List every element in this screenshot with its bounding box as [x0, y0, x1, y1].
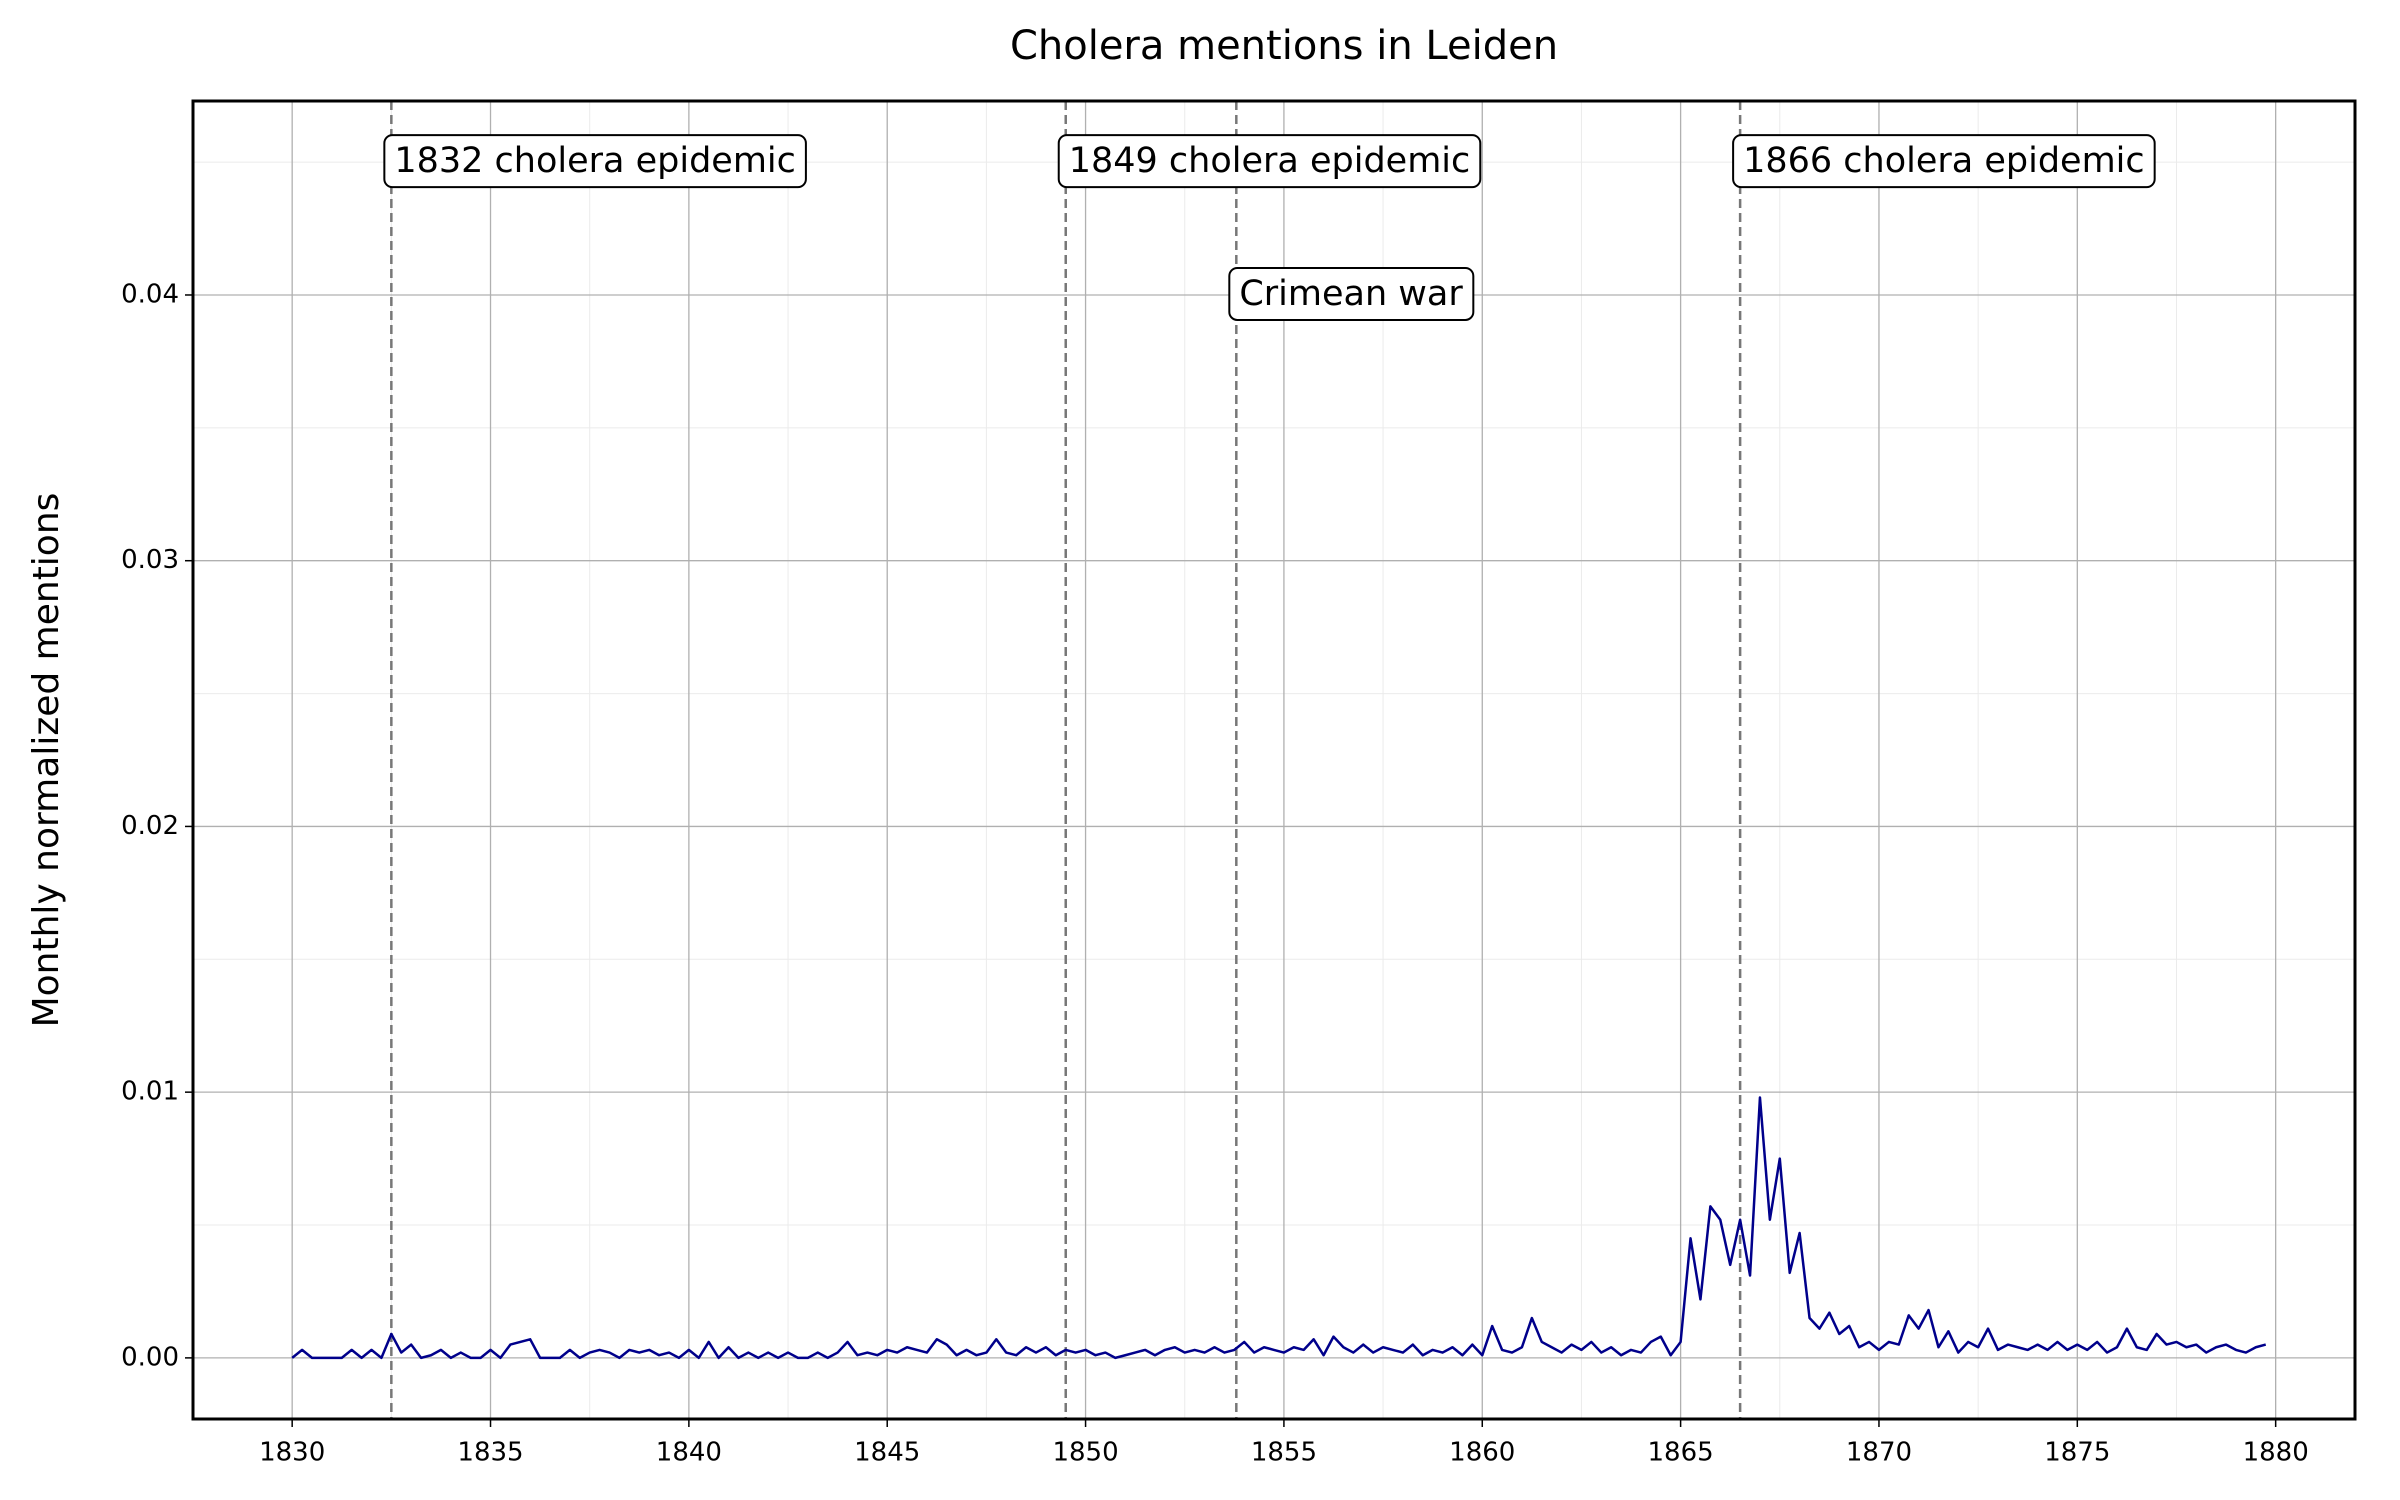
annotation-box — [1732, 134, 2156, 189]
x-tick-label: 1830 — [259, 1438, 325, 1468]
annotation-box — [383, 134, 807, 189]
x-tick-label: 1870 — [1846, 1438, 1912, 1468]
chart-title: Cholera mentions in Leiden — [1010, 23, 1558, 69]
y-tick-label: 0.01 — [121, 1077, 179, 1107]
annotation: 1832 cholera epidemic — [383, 134, 807, 189]
y-axis-label: Monthly normalized mentions — [26, 493, 67, 1028]
y-tick-label: 0.03 — [121, 545, 179, 575]
x-tick-label: 1845 — [854, 1438, 920, 1468]
y-tick-label: 0.00 — [121, 1342, 179, 1372]
x-tick-label: 1840 — [656, 1438, 722, 1468]
plot-frame — [191, 99, 2357, 1421]
x-tick-label: 1850 — [1052, 1438, 1118, 1468]
annotation-text: 1866 cholera epidemic — [1743, 141, 2145, 181]
x-tick-label: 1865 — [1648, 1438, 1714, 1468]
annotation-text: Crimean war — [1239, 274, 1463, 314]
y-tick-label: 0.02 — [121, 811, 179, 841]
annotation: Crimean war — [1228, 266, 1475, 321]
annotation-box — [1057, 134, 1482, 189]
y-tick-label: 0.04 — [121, 279, 179, 309]
annotation: 1849 cholera epidemic — [1057, 134, 1482, 189]
annotation-box — [1228, 266, 1475, 321]
annotation: 1866 cholera epidemic — [1732, 134, 2156, 189]
x-tick-label: 1875 — [2044, 1438, 2110, 1468]
data-line — [291, 1096, 2267, 1360]
annotation-text: 1849 cholera epidemic — [1069, 141, 1471, 181]
x-tick-label: 1880 — [2243, 1438, 2309, 1468]
x-tick-label: 1860 — [1449, 1438, 1515, 1468]
x-tick-label: 1835 — [457, 1438, 523, 1468]
x-tick-label: 1855 — [1251, 1438, 1317, 1468]
annotation-text: 1832 cholera epidemic — [394, 141, 796, 181]
